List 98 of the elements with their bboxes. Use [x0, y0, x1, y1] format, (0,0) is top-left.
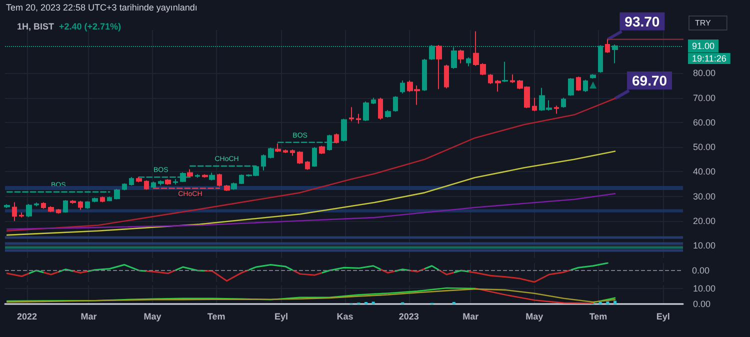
candlestick [290, 149, 295, 156]
candlestick [283, 149, 288, 154]
annotation: 93.70 [624, 13, 660, 30]
candlestick [341, 118, 347, 142]
candlestick [590, 74, 596, 80]
y-tick-label: 0.00 [693, 299, 711, 310]
line-series [6, 193, 616, 230]
text: TRY [695, 18, 712, 28]
x-tick-label: Tem [207, 312, 226, 322]
candlestick [85, 200, 90, 210]
y-tick-label: 10.00 [693, 284, 716, 294]
x-tick-label: Eyl [274, 312, 288, 322]
candlestick [78, 200, 83, 210]
candlestick [19, 212, 24, 218]
candlestick [378, 97, 383, 120]
annotation: 69.70 [632, 72, 668, 89]
candlestick [349, 106, 354, 122]
candlestick [26, 204, 32, 218]
x-tick-label: 2023 [398, 312, 419, 322]
candlestick [568, 78, 574, 96]
x-tick-label: May [526, 312, 544, 322]
candlestick [151, 181, 156, 188]
y-tick-label: 70.00 [693, 92, 716, 103]
line-series [6, 150, 616, 236]
candlestick [334, 133, 339, 144]
candlestick [158, 180, 164, 186]
candlestick [34, 202, 39, 207]
candlestick [56, 208, 61, 214]
y-tick-label: 30.00 [693, 191, 716, 202]
candlestick [209, 172, 215, 181]
candlestick [422, 58, 427, 92]
line-series [6, 98, 616, 232]
candlestick [122, 182, 127, 191]
candlestick [268, 147, 274, 159]
candlestick [165, 178, 171, 186]
candlestick [371, 97, 376, 104]
candlestick [532, 97, 537, 112]
x-tick-label: Mar [80, 312, 98, 322]
x-tick-label: May [144, 312, 162, 322]
candlestick [261, 154, 266, 171]
x-tick-label: 2022 [16, 312, 37, 322]
candlestick [63, 200, 68, 214]
candlestick [554, 105, 559, 114]
y-tick-label: 60.00 [693, 117, 716, 128]
candlestick [319, 145, 325, 154]
candlestick [400, 80, 405, 94]
candlestick [41, 202, 46, 210]
candlestick [363, 100, 369, 122]
candlestick [466, 56, 471, 67]
candlestick [100, 196, 105, 203]
candlestick [202, 174, 208, 178]
x-tick-label: Kas [336, 312, 354, 322]
candlestick [488, 74, 493, 84]
candlestick [561, 97, 566, 108]
x-tick-label: Eyl [656, 312, 670, 322]
candlestick [356, 113, 361, 124]
y-tick-label: 20.00 [693, 216, 716, 226]
y-tick-label: 80.00 [693, 68, 716, 78]
candlestick [144, 180, 149, 190]
x-tick-label: Mar [462, 312, 480, 322]
line-series [475, 288, 594, 304]
text: 19:11:26 [692, 54, 726, 64]
candlestick [297, 150, 303, 164]
y-tick-label: 10.00 [693, 240, 716, 251]
candlestick [92, 197, 98, 203]
candlestick [224, 184, 230, 192]
y-tick-label: 40.00 [693, 166, 716, 177]
candlestick [436, 44, 442, 90]
annotation: +2.40 (+2.71%) [54, 22, 122, 32]
candlestick [107, 196, 112, 202]
candlestick [114, 188, 120, 200]
y-tick-label: 50.00 [693, 142, 716, 152]
candlestick [385, 110, 391, 118]
candlestick [312, 146, 317, 168]
candlestick [4, 204, 10, 208]
candlestick [444, 64, 449, 89]
candlestick [305, 160, 310, 170]
candlestick [239, 174, 244, 185]
candlestick [393, 96, 398, 112]
candlestick [231, 182, 237, 190]
candlestick [495, 80, 501, 92]
chart-title: 1H, BIST [17, 22, 55, 32]
candlestick [458, 49, 464, 64]
candlestick [275, 142, 281, 153]
candlestick [195, 174, 200, 178]
candlestick [48, 206, 54, 213]
candlestick [12, 202, 17, 222]
candlestick [502, 61, 508, 83]
text: Tem 20, 2023 22:58 UTC+3 tarihinde yayınlandı [6, 2, 198, 12]
candlestick [510, 74, 515, 84]
candlestick [70, 200, 76, 204]
candlestick [605, 38, 610, 54]
candlestick [187, 168, 193, 178]
candlestick [136, 176, 142, 183]
ref-line-label: 91.00 [692, 41, 715, 52]
candlestick [129, 176, 134, 186]
candlestick [576, 76, 581, 92]
x-tick-label: Tem [589, 312, 608, 322]
